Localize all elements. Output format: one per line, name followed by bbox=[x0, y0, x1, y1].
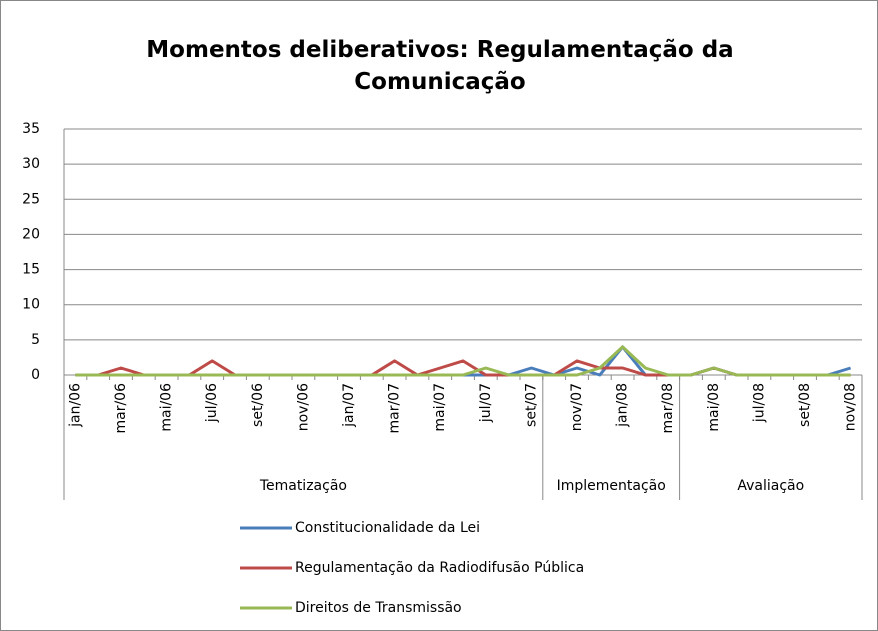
group-label: Tematização bbox=[259, 478, 347, 494]
group-label: Avaliação bbox=[737, 478, 804, 494]
y-tick-label: 20 bbox=[22, 226, 40, 242]
x-tick-label: mai/07 bbox=[432, 383, 448, 432]
x-tick-label: mar/08 bbox=[660, 383, 676, 434]
y-tick-label: 15 bbox=[22, 262, 40, 278]
x-tick-label: mar/06 bbox=[113, 383, 129, 434]
x-tick-label: jan/07 bbox=[341, 383, 357, 428]
x-tick-label: jul/07 bbox=[478, 383, 494, 423]
chart-title: Momentos deliberativos: Regulamentação d… bbox=[146, 37, 734, 95]
x-tick-label: mar/07 bbox=[387, 383, 403, 434]
x-tick-label: jan/06 bbox=[67, 383, 83, 428]
series-line bbox=[75, 345, 851, 377]
x-tick-label: set/07 bbox=[523, 383, 539, 427]
x-tick-label: set/08 bbox=[797, 383, 813, 427]
y-tick-label: 5 bbox=[31, 332, 40, 348]
x-tick-label: nov/08 bbox=[843, 383, 859, 431]
x-tick-label: jul/08 bbox=[751, 383, 767, 423]
x-tick-label: nov/06 bbox=[295, 383, 311, 431]
x-tick-label: mai/06 bbox=[159, 383, 175, 432]
legend-label: Regulamentação da Radiodifusão Pública bbox=[295, 560, 584, 576]
y-tick-label: 10 bbox=[22, 297, 40, 313]
x-tick-label: mai/08 bbox=[706, 383, 722, 432]
y-tick-label: 35 bbox=[22, 121, 40, 137]
y-tick-label: 25 bbox=[22, 191, 40, 207]
legend-label: Direitos de Transmissão bbox=[295, 600, 462, 616]
legend-label: Constitucionalidade da Lei bbox=[295, 520, 480, 536]
x-tick-label: nov/07 bbox=[569, 383, 585, 431]
x-tick-label: jan/08 bbox=[615, 383, 631, 428]
x-tick-label: set/06 bbox=[250, 383, 266, 427]
x-tick-label: jul/06 bbox=[204, 383, 220, 423]
group-label: Implementação bbox=[557, 478, 666, 494]
y-tick-label: 0 bbox=[31, 367, 40, 383]
y-tick-label: 30 bbox=[22, 156, 40, 172]
